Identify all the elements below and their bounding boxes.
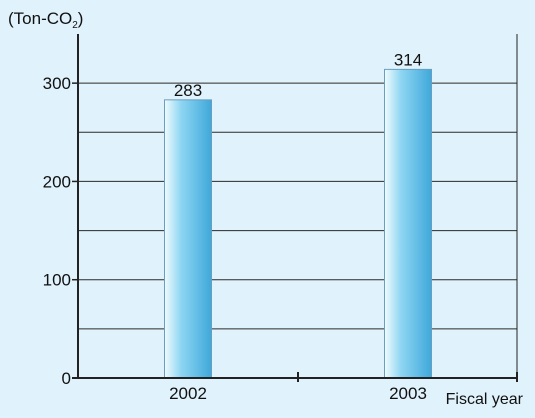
bars-layer	[164, 68, 432, 379]
y-tick-label-0: 0	[62, 369, 71, 388]
grid-layer	[78, 82, 517, 330]
y-axis-unit-main: (Ton-CO	[8, 9, 72, 28]
bar-2002	[164, 99, 212, 379]
x-axis-label: Fiscal year	[446, 391, 524, 408]
bar-2003	[384, 68, 432, 379]
y-axis-unit-label: (Ton-CO2)	[8, 9, 83, 31]
x-tick-label-2002: 2002	[169, 384, 207, 403]
y-axis-unit-close: )	[78, 9, 84, 28]
y-tick-label-100: 100	[43, 271, 71, 290]
labels-layer: 0 100 200 300 2002 2003 283 314	[43, 50, 427, 403]
y-tick-label-300: 300	[43, 74, 71, 93]
data-label-2002: 283	[174, 81, 202, 100]
x-tick-label-2003: 2003	[389, 384, 427, 403]
data-label-2003: 314	[394, 50, 422, 69]
y-tick-label-200: 200	[43, 172, 71, 191]
axis-layer	[72, 34, 518, 382]
y-axis-unit-subscript: 2	[72, 20, 78, 31]
